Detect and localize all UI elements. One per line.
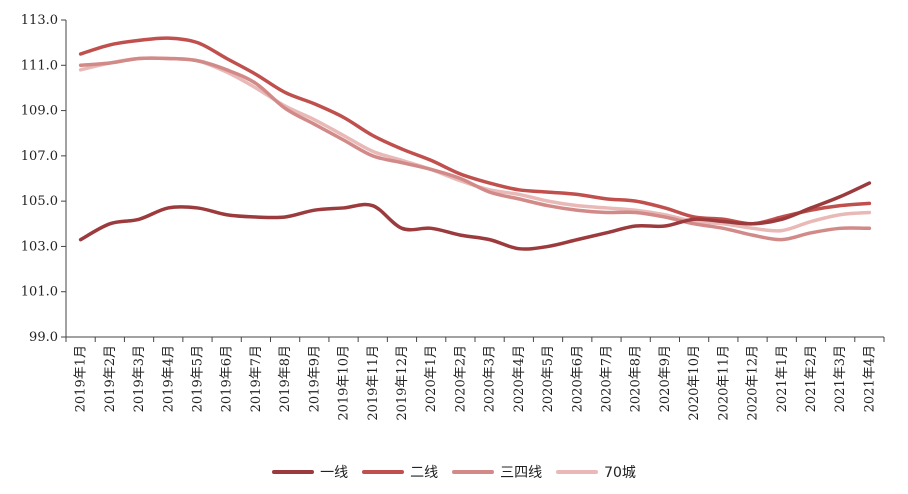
series-line-3: [78, 56, 872, 233]
x-axis: 2019年1月 2019年2月 2019年3月 2019年4月 2019年5月 2019年…: [65, 336, 885, 421]
x-tick-label: 2021年1月: [775, 345, 790, 412]
y-tick-label: 109.0: [21, 104, 58, 119]
series-line-0: [78, 181, 872, 251]
legend: 一线 二线 三四线 70城: [0, 462, 908, 482]
x-tick-label: 2020年2月: [453, 345, 468, 412]
x-tick-label: 2019年6月: [220, 345, 235, 412]
legend-label-tier1: 一线: [320, 465, 349, 481]
x-tick-label: 2020年12月: [746, 345, 761, 421]
x-tick-label: 2020年4月: [512, 345, 527, 412]
series-line-1: [78, 36, 872, 226]
y-tick-label: 105.0: [21, 194, 58, 209]
y-tick-label: 111.0: [21, 58, 58, 73]
x-tick-label: 2021年3月: [833, 345, 848, 412]
legend-swatch-tier34: [452, 470, 495, 474]
x-tick-label: 2020年3月: [483, 345, 498, 412]
legend-swatch-tier1: [272, 470, 315, 474]
x-tick-label: 2019年10月: [337, 345, 352, 421]
legend-item-70city: 70城: [556, 462, 636, 482]
x-tick-label: 2020年6月: [570, 345, 585, 412]
y-tick-label: 103.0: [21, 239, 58, 254]
x-tick-label: 2019年12月: [395, 345, 410, 421]
x-tick-label: 2020年10月: [687, 345, 702, 421]
legend-item-tier2: 二线: [362, 462, 438, 482]
x-tick-label: 2021年4月: [862, 345, 877, 412]
x-tick-label: 2020年5月: [541, 345, 556, 412]
legend-label-tier2: 二线: [410, 465, 439, 481]
y-axis: 99.0 101.0 103.0 105.0 107.0 109.0 111.0 113.0: [21, 13, 67, 345]
x-tick-label: 2021年2月: [804, 345, 819, 412]
series-line-2: [78, 56, 872, 242]
legend-item-tier1: 一线: [272, 462, 348, 482]
legend-swatch-70city: [556, 470, 599, 474]
x-tick-label: 2020年11月: [716, 345, 731, 421]
x-tick-label: 2019年5月: [190, 345, 205, 412]
legend-label-70city: 70城: [604, 465, 636, 481]
x-tick-label: 2019年3月: [132, 345, 147, 412]
legend-item-tier34: 三四线: [452, 462, 542, 482]
x-tick-label: 2019年11月: [366, 345, 381, 421]
y-tick-label: 113.0: [21, 13, 58, 28]
legend-label-tier34: 三四线: [500, 465, 543, 481]
legend-swatch-tier2: [362, 470, 405, 474]
x-tick-label: 2019年9月: [307, 345, 322, 412]
x-tick-label: 2020年9月: [658, 345, 673, 412]
y-tick-label: 99.0: [29, 330, 58, 345]
x-tick-label: 2019年8月: [278, 345, 293, 412]
x-tick-label: 2019年4月: [161, 345, 176, 412]
x-tick-label: 2020年1月: [424, 345, 439, 412]
y-tick-label: 101.0: [21, 285, 58, 300]
series-layer: [78, 36, 872, 251]
y-tick-label: 107.0: [21, 149, 58, 164]
x-tick-label: 2019年7月: [249, 345, 264, 412]
x-tick-label: 2019年1月: [74, 345, 89, 412]
line-chart: 99.0101.0103.0105.0107.0109.0111.0113.0 …: [21, 13, 885, 421]
x-tick-label: 2020年8月: [629, 345, 644, 412]
x-tick-label: 2020年7月: [599, 345, 614, 412]
x-tick-label: 2019年2月: [103, 345, 118, 412]
